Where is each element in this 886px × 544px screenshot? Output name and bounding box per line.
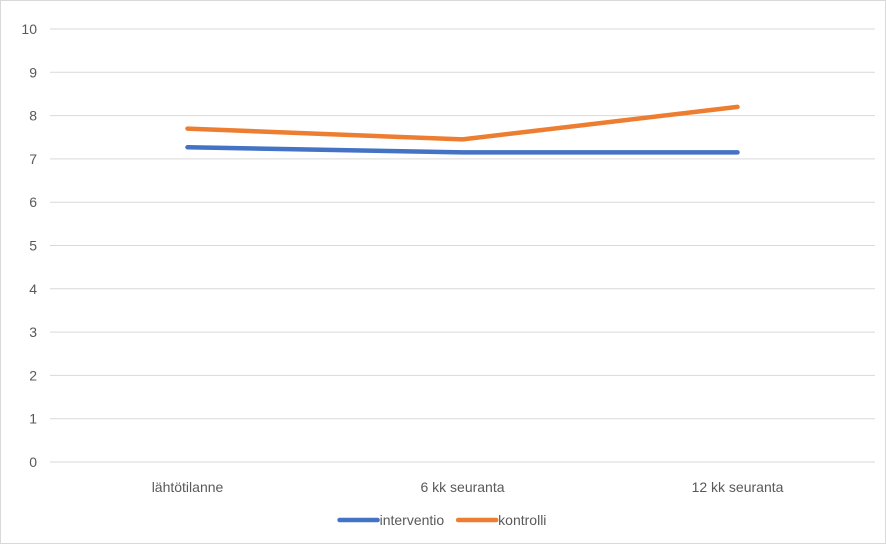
- x-axis-tick-labels: lähtötilanne 6 kk seuranta 12 kk seuranta: [152, 479, 784, 495]
- gridlines: [50, 28, 875, 463]
- series-lines: [185, 104, 740, 155]
- x-tick-label: 6 kk seuranta: [420, 479, 504, 495]
- y-tick-label: 6: [29, 194, 37, 210]
- x-tick-label: 12 kk seuranta: [692, 479, 784, 495]
- y-tick-label: 5: [29, 238, 37, 254]
- series-line-kontrolli: [185, 104, 740, 142]
- y-tick-label: 7: [29, 151, 37, 167]
- x-tick-label: lähtötilanne: [152, 479, 224, 495]
- y-tick-label: 10: [21, 21, 37, 37]
- legend-label-interventio: interventio: [380, 512, 445, 528]
- y-tick-label: 0: [29, 454, 37, 470]
- y-tick-label: 2: [29, 367, 37, 383]
- legend: interventio kontrolli: [337, 512, 546, 528]
- y-tick-label: 8: [29, 108, 37, 124]
- y-tick-label: 1: [29, 411, 37, 427]
- legend-label-kontrolli: kontrolli: [498, 512, 546, 528]
- y-tick-label: 4: [29, 281, 37, 297]
- y-axis-tick-labels: 0 1 2 3 4 5 6 7 8 9 10: [21, 21, 37, 470]
- y-tick-label: 3: [29, 324, 37, 340]
- y-tick-label: 9: [29, 64, 37, 80]
- series-line-interventio: [185, 144, 740, 155]
